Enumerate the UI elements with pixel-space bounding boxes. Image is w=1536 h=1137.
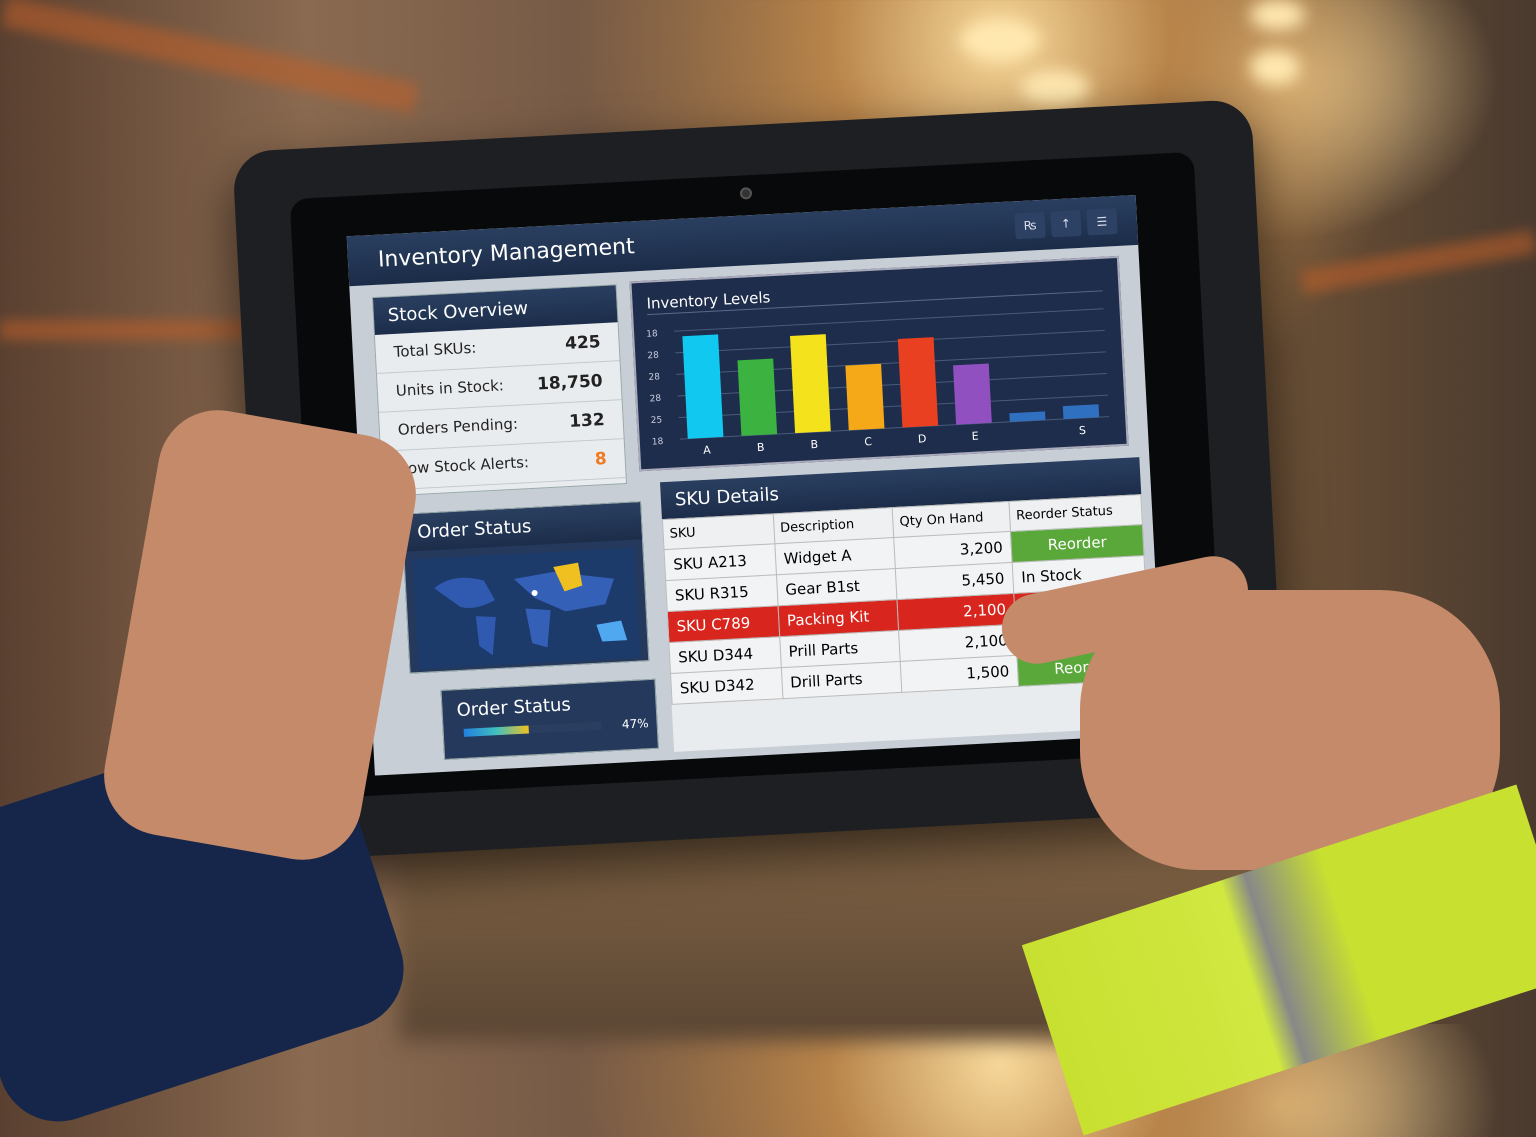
- camera-icon: [739, 187, 753, 200]
- order-progress-bar: [463, 721, 603, 737]
- bar: [953, 363, 992, 425]
- menu-icon[interactable]: ☰: [1086, 207, 1118, 236]
- x-tick-label: B: [810, 438, 818, 451]
- stat-label: Units in Stock:: [395, 376, 505, 400]
- y-tick-label: 28: [649, 394, 661, 405]
- bar: [1009, 411, 1046, 422]
- bar: [790, 334, 831, 434]
- x-tick-label: E: [971, 430, 979, 443]
- arrow-up-icon[interactable]: ↑: [1050, 209, 1082, 238]
- stat-value: 132: [568, 410, 606, 432]
- app-screen: Inventory Management ₨ ↑ ☰ Stock Overvie…: [346, 194, 1164, 776]
- cell-sku: SKU D342: [670, 667, 783, 705]
- x-tick-label: C: [864, 435, 873, 448]
- inventory-levels-chart: Inventory Levels 18 28 28 28 25 18 A B B C D E S: [629, 255, 1129, 472]
- bar: [737, 358, 778, 436]
- order-status-map-panel: Order Status: [401, 501, 650, 674]
- x-tick-label: S: [1079, 424, 1087, 437]
- bar: [682, 334, 724, 439]
- y-tick-label: 28: [647, 351, 659, 362]
- x-tick-label: A: [703, 444, 712, 457]
- app-title: Inventory Management: [377, 233, 636, 273]
- gridline: [674, 308, 1104, 332]
- title-rule: [647, 290, 1103, 316]
- x-tick-label: D: [918, 432, 927, 445]
- y-tick-label: 25: [651, 415, 663, 426]
- order-progress-percent: 47%: [621, 716, 649, 732]
- bar: [845, 363, 885, 431]
- y-tick-label: 28: [648, 372, 660, 383]
- y-tick-label: 18: [646, 329, 658, 340]
- stat-label: Low Stock Alerts:: [399, 453, 530, 478]
- gridline: [675, 329, 1105, 354]
- order-status-map-title: Order Status: [402, 502, 642, 552]
- stat-label: Total SKUs:: [393, 338, 477, 361]
- stat-label: Orders Pending:: [397, 414, 519, 439]
- world-map[interactable]: [412, 547, 641, 670]
- y-tick-label: 18: [652, 437, 664, 448]
- chart-icon[interactable]: ₨: [1014, 211, 1046, 240]
- order-status-progress-panel: Order Status 47%: [440, 678, 659, 760]
- stock-overview-panel: Stock Overview Total SKUs: 425 Units in St…: [371, 284, 628, 497]
- stat-value: 425: [564, 332, 602, 354]
- stat-value: 8: [594, 449, 608, 470]
- cell-qty: 1,500: [900, 655, 1019, 693]
- x-tick-label: B: [757, 441, 765, 454]
- tablet-device: Inventory Management ₨ ↑ ☰ Stock Overvie…: [232, 98, 1288, 862]
- bar: [897, 337, 939, 428]
- bar: [1062, 404, 1100, 420]
- cell-desc: Drill Parts: [780, 661, 903, 699]
- stat-value: 18,750: [536, 371, 604, 395]
